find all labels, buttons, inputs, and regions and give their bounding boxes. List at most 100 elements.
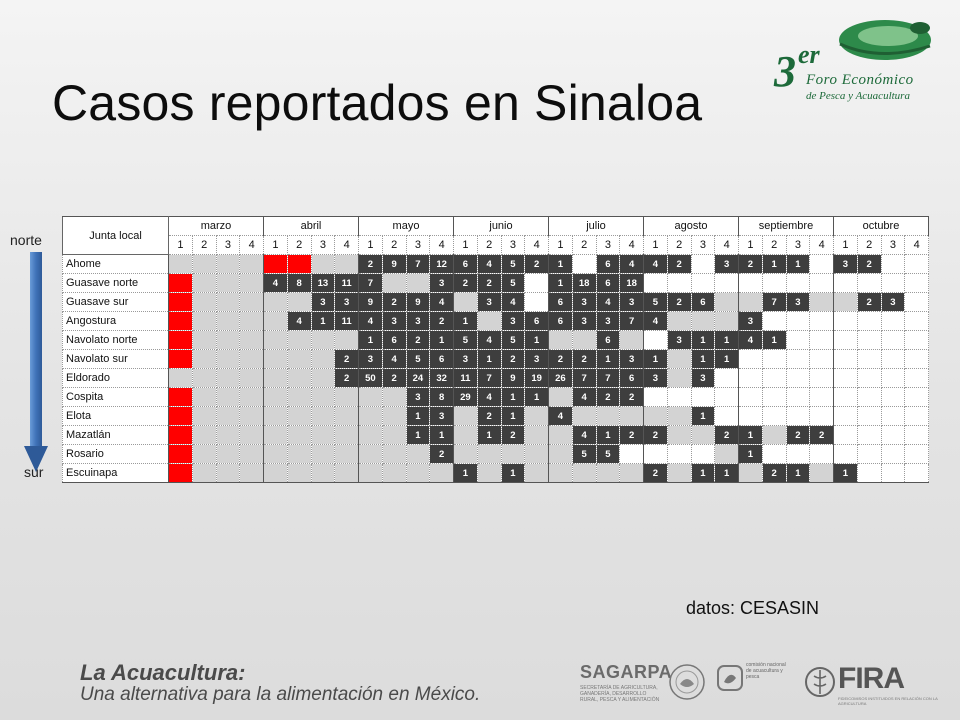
junta-name: Guasave norte — [62, 273, 169, 293]
status-cell-gray — [714, 444, 739, 464]
case-count-cell: 1 — [738, 444, 763, 464]
case-count-cell: 1 — [714, 330, 739, 350]
case-count-cell: 2 — [856, 254, 882, 274]
footer-subtitle: Una alternativa para la alimentación en … — [80, 684, 481, 705]
status-cell-gray — [381, 273, 407, 293]
status-cell-gray — [215, 349, 241, 369]
table-row: Cospita 3 8 29 4 1 1 4 2 2 — [62, 387, 929, 407]
status-cell-gray — [310, 254, 336, 274]
source-note: datos: CESASIN — [686, 598, 820, 618]
case-count-cell: 4 — [381, 349, 407, 369]
logo-line1: Foro Económico — [806, 72, 914, 88]
axis-bottom-label: sur — [24, 464, 44, 480]
case-count-cell: 1 — [500, 406, 526, 426]
case-count-cell: 2 — [381, 292, 407, 312]
empty-cell — [833, 349, 858, 369]
status-cell-gray — [666, 406, 692, 426]
status-cell-gray — [215, 368, 241, 388]
case-count-cell: 6 — [619, 368, 644, 388]
case-count-cell: 3 — [429, 273, 454, 293]
status-cell-gray — [239, 444, 264, 464]
status-cell-gray — [191, 311, 217, 331]
empty-cell — [809, 387, 834, 407]
empty-cell — [880, 387, 906, 407]
status-cell-gray — [286, 444, 312, 464]
table-row: Ahome 2 9 7 12 6 4 5 2 1 6 4 4 2 3 2 1 1 3 2 — [62, 254, 929, 274]
status-cell-red — [168, 463, 193, 483]
case-count-cell: 2 — [666, 292, 692, 312]
status-cell-gray — [643, 406, 668, 426]
empty-cell — [643, 273, 668, 293]
status-cell-red — [263, 254, 288, 274]
case-count-cell: 5 — [500, 273, 526, 293]
case-count-cell: 2 — [761, 463, 787, 483]
status-cell-gray — [239, 349, 264, 369]
status-cell-gray — [334, 254, 359, 274]
empty-cell — [738, 406, 763, 426]
case-count-cell: 2 — [738, 254, 763, 274]
status-cell-gray — [619, 406, 644, 426]
week-header: 4 — [524, 235, 549, 255]
case-count-cell: 3 — [785, 292, 811, 312]
status-cell-gray — [714, 292, 739, 312]
status-cell-gray — [666, 425, 692, 445]
junta-header: Junta local — [62, 216, 169, 255]
empty-cell — [571, 254, 597, 274]
empty-cell — [904, 273, 929, 293]
status-cell-gray — [310, 349, 336, 369]
status-cell-gray — [215, 425, 241, 445]
status-cell-red — [168, 387, 193, 407]
case-count-cell: 3 — [833, 254, 858, 274]
case-count-cell: 3 — [571, 292, 597, 312]
case-count-cell: 1 — [429, 425, 454, 445]
status-cell-gray — [548, 387, 573, 407]
empty-cell — [666, 273, 692, 293]
status-cell-gray — [310, 406, 336, 426]
empty-cell — [856, 425, 882, 445]
status-cell-gray — [310, 387, 336, 407]
case-count-cell: 1 — [690, 349, 716, 369]
status-cell-gray — [310, 444, 336, 464]
status-cell-gray — [476, 311, 502, 331]
status-cell-gray — [263, 292, 288, 312]
month-header: octubre — [833, 216, 929, 236]
status-cell-red — [168, 330, 193, 350]
empty-cell — [904, 254, 929, 274]
case-count-cell: 2 — [500, 425, 526, 445]
status-cell-gray — [215, 444, 241, 464]
case-count-cell: 4 — [358, 311, 383, 331]
empty-cell — [904, 406, 929, 426]
status-cell-gray — [191, 425, 217, 445]
cases-table: Junta local marzo abril mayo junio julio agos… — [62, 216, 929, 483]
case-count-cell: 5 — [595, 444, 621, 464]
empty-cell — [880, 406, 906, 426]
case-count-cell: 4 — [643, 254, 668, 274]
empty-cell — [856, 273, 882, 293]
table-body: Ahome 2 9 7 12 6 4 5 2 1 6 4 4 2 3 2 1 1 3 2 Guasave norte 4 8… — [62, 254, 929, 483]
status-cell-gray — [690, 425, 716, 445]
status-cell-gray — [286, 349, 312, 369]
case-count-cell: 4 — [595, 292, 621, 312]
week-header: 3 — [405, 235, 431, 255]
status-cell-gray — [239, 273, 264, 293]
case-count-cell: 1 — [476, 425, 502, 445]
case-count-cell: 4 — [476, 330, 502, 350]
case-count-cell: 6 — [381, 330, 407, 350]
table-row: Elota 1 3 2 1 4 1 — [62, 406, 929, 426]
case-count-cell: 50 — [358, 368, 383, 388]
case-count-cell: 2 — [429, 311, 454, 331]
case-count-cell: 2 — [334, 368, 359, 388]
case-count-cell: 2 — [381, 368, 407, 388]
status-cell-gray — [168, 368, 193, 388]
status-cell-gray — [358, 425, 383, 445]
sagarpa-subtitle: SECRETARÍA DE AGRICULTURA, GANADERÍA, DE… — [580, 685, 660, 703]
empty-cell — [666, 387, 692, 407]
case-count-cell: 6 — [453, 254, 478, 274]
status-cell-gray — [191, 292, 217, 312]
junta-name: Eldorado — [62, 368, 169, 388]
status-cell-gray — [286, 368, 312, 388]
status-cell-gray — [239, 406, 264, 426]
case-count-cell: 12 — [429, 254, 454, 274]
week-header: 1 — [643, 235, 668, 255]
status-cell-gray — [215, 406, 241, 426]
